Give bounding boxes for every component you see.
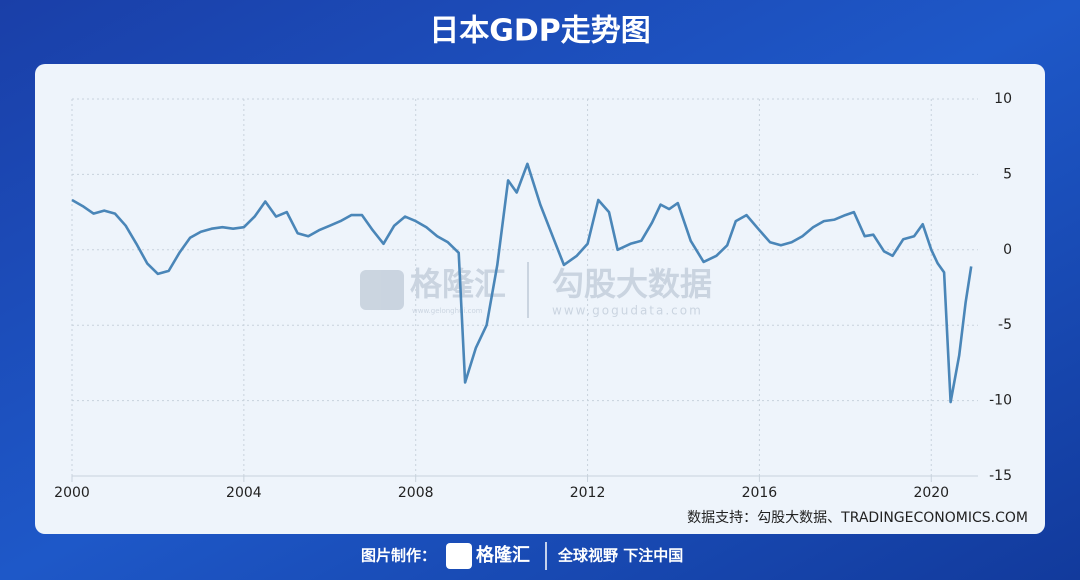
y-tick-label: -5 bbox=[998, 317, 1012, 333]
footer-logo bbox=[446, 543, 472, 569]
y-tick-label: 0 bbox=[1003, 242, 1012, 258]
watermark: 格隆汇 www.gelonghui.com 勾股大数据 www.gogudata… bbox=[360, 262, 712, 318]
y-tick-label: 10 bbox=[994, 91, 1012, 107]
panel bbox=[35, 64, 1045, 534]
watermark-logo bbox=[360, 270, 404, 310]
y-tick-label: -15 bbox=[989, 468, 1012, 484]
x-tick-label: 2000 bbox=[54, 485, 90, 501]
watermark-brand-url: www.gelonghui.com bbox=[412, 307, 483, 315]
x-tick-label: 2012 bbox=[570, 485, 606, 501]
x-tick-label: 2016 bbox=[742, 485, 778, 501]
data-line bbox=[71, 162, 973, 404]
chart-title: 日本GDP走势图 bbox=[429, 14, 651, 49]
x-tick-label: 2004 bbox=[226, 485, 262, 501]
x-tick-label: 2008 bbox=[398, 485, 434, 501]
source-note: 数据支持：勾股大数据、TRADINGECONOMICS.COM bbox=[687, 510, 1028, 526]
footer-slogan: 全球视野 下注中国 bbox=[557, 547, 683, 565]
y-tick-label: 5 bbox=[1003, 166, 1012, 182]
watermark-partner: 勾股大数据 bbox=[552, 265, 712, 303]
x-tick-label: 2020 bbox=[913, 485, 949, 501]
watermark-partner-url: www.gogudata.com bbox=[552, 304, 703, 318]
footer-made-by: 图片制作： bbox=[361, 547, 436, 565]
watermark-brand: 格隆汇 bbox=[410, 265, 506, 303]
footer-brand: 格隆汇 bbox=[476, 544, 530, 566]
y-tick-label: -10 bbox=[989, 393, 1012, 409]
